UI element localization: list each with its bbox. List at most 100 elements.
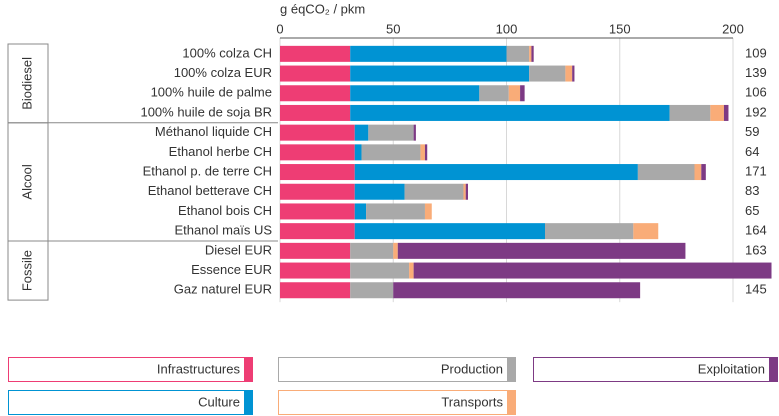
category-label: Ethanol herbe CH — [169, 144, 272, 159]
total-label: 192 — [745, 104, 767, 119]
group-label: Fossile — [19, 250, 34, 291]
x-tick-label: 0 — [276, 21, 283, 36]
category-label: 100% huile de palme — [151, 85, 272, 100]
bar-segment — [701, 164, 706, 181]
total-label: 83 — [745, 183, 759, 198]
bar-segment — [572, 65, 575, 82]
bar-segment — [565, 65, 573, 82]
bar-segment — [508, 85, 521, 102]
bar-segment — [669, 104, 711, 121]
bar-segment — [350, 282, 394, 299]
bar-segment — [465, 183, 468, 200]
bar-segment — [413, 124, 416, 141]
bar-segment — [350, 104, 670, 121]
legend-box — [533, 357, 778, 382]
category-label: Ethanol p. de terre CH — [143, 163, 272, 178]
bar-segment — [420, 144, 425, 161]
bar-segment — [280, 242, 351, 259]
total-label: 163 — [745, 242, 767, 257]
bar-segment — [280, 203, 355, 220]
bar-segment — [637, 164, 695, 181]
legend-label: Infrastructures — [157, 361, 241, 376]
legend-swatch — [244, 357, 252, 382]
bar-segment — [354, 223, 546, 240]
total-label: 109 — [745, 45, 767, 60]
bar-segment — [404, 183, 464, 200]
legend-label: Transports — [441, 394, 503, 409]
bar-segment — [354, 144, 362, 161]
bar-segment — [545, 223, 634, 240]
bar-segment — [280, 282, 351, 299]
x-tick-label: 50 — [386, 21, 400, 36]
legend-swatch — [507, 390, 515, 415]
category-label: Ethanol betterave CH — [148, 183, 272, 198]
bar-segment — [368, 124, 414, 141]
bar-segment — [280, 104, 351, 121]
category-label: Ethanol maïs US — [174, 223, 272, 238]
legend-label: Production — [441, 361, 503, 376]
total-label: 106 — [745, 85, 767, 100]
category-label: Méthanol liquide CH — [155, 124, 272, 139]
bar-segment — [350, 242, 394, 259]
total-label: 65 — [745, 203, 759, 218]
bar-segment — [280, 65, 351, 82]
bar-segment — [350, 262, 410, 279]
bar-segment — [354, 164, 638, 181]
legend-swatch — [244, 390, 252, 415]
category-label: 100% colza CH — [182, 45, 272, 60]
bar-segment — [393, 282, 641, 299]
legend-box — [278, 390, 516, 415]
total-label: 145 — [745, 282, 767, 297]
bar-segment — [354, 124, 369, 141]
total-label: 164 — [745, 223, 767, 238]
bar-segment — [424, 203, 432, 220]
legend-box — [278, 357, 516, 382]
bar-segment — [280, 45, 351, 62]
bar-segment — [366, 203, 425, 220]
bar-segment — [529, 65, 566, 82]
category-label: 100% colza EUR — [174, 65, 272, 80]
bar-segment — [280, 124, 355, 141]
bar-segment — [280, 223, 355, 240]
bar-segment — [397, 242, 686, 259]
bar-segment — [350, 65, 530, 82]
total-label: 171 — [745, 163, 767, 178]
x-tick-label: 150 — [609, 21, 631, 36]
bar-segment — [633, 223, 659, 240]
bar-segment — [723, 104, 729, 121]
bar-segment — [361, 144, 421, 161]
bar-segment — [413, 262, 772, 279]
bar-segment — [280, 262, 351, 279]
axis-label: g éqCO₂ / pkm — [280, 1, 365, 16]
bar-segment — [393, 242, 398, 259]
bar-segment — [280, 85, 351, 102]
total-label: 139 — [745, 65, 767, 80]
group-label: Alcool — [19, 164, 34, 200]
bar-segment — [710, 104, 724, 121]
group-label: Biodiesel — [19, 57, 34, 110]
bar-segment — [529, 45, 532, 62]
category-label: 100% huile de soja BR — [140, 104, 272, 119]
legend-label: Culture — [198, 394, 240, 409]
bar-segment — [424, 144, 428, 161]
legend-swatch — [769, 357, 777, 382]
bar-segment — [463, 183, 466, 200]
total-label: 64 — [745, 144, 759, 159]
bar-segment — [531, 45, 534, 62]
bar-segment — [354, 183, 405, 200]
category-label: Essence EUR — [191, 262, 272, 277]
legend-box — [8, 357, 253, 382]
bar-segment — [409, 262, 414, 279]
legend-box — [8, 390, 253, 415]
bar-segment — [280, 164, 355, 181]
x-tick-label: 100 — [496, 21, 518, 36]
legend-label: Exploitation — [698, 361, 765, 376]
bar-segment — [350, 85, 480, 102]
legend-swatch — [507, 357, 515, 382]
bar-segment — [354, 203, 367, 220]
bar-segment — [280, 183, 355, 200]
x-tick-label: 200 — [722, 21, 744, 36]
bar-segment — [520, 85, 525, 102]
bar-segment — [506, 45, 530, 62]
